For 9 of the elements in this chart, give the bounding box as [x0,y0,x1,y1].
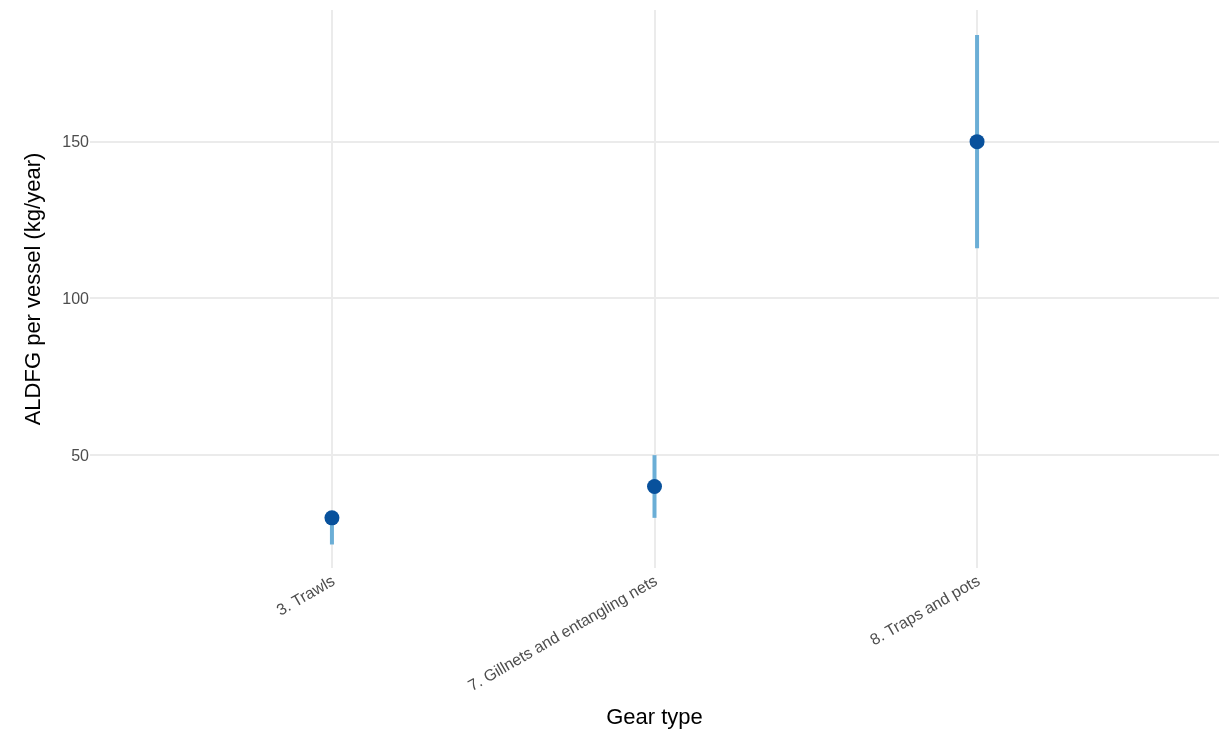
point [647,478,662,494]
point [969,134,985,150]
y-tick-label: 150 [62,133,90,151]
x-axis-title: Gear type [606,704,703,730]
point [324,510,340,526]
y-tick-label: 50 [71,446,90,464]
y-axis-title: ALDFG per vessel (kg/year) [20,152,46,426]
x-tick-label: 8. Traps and pots [866,571,983,649]
y-tick-label: 100 [62,290,90,307]
